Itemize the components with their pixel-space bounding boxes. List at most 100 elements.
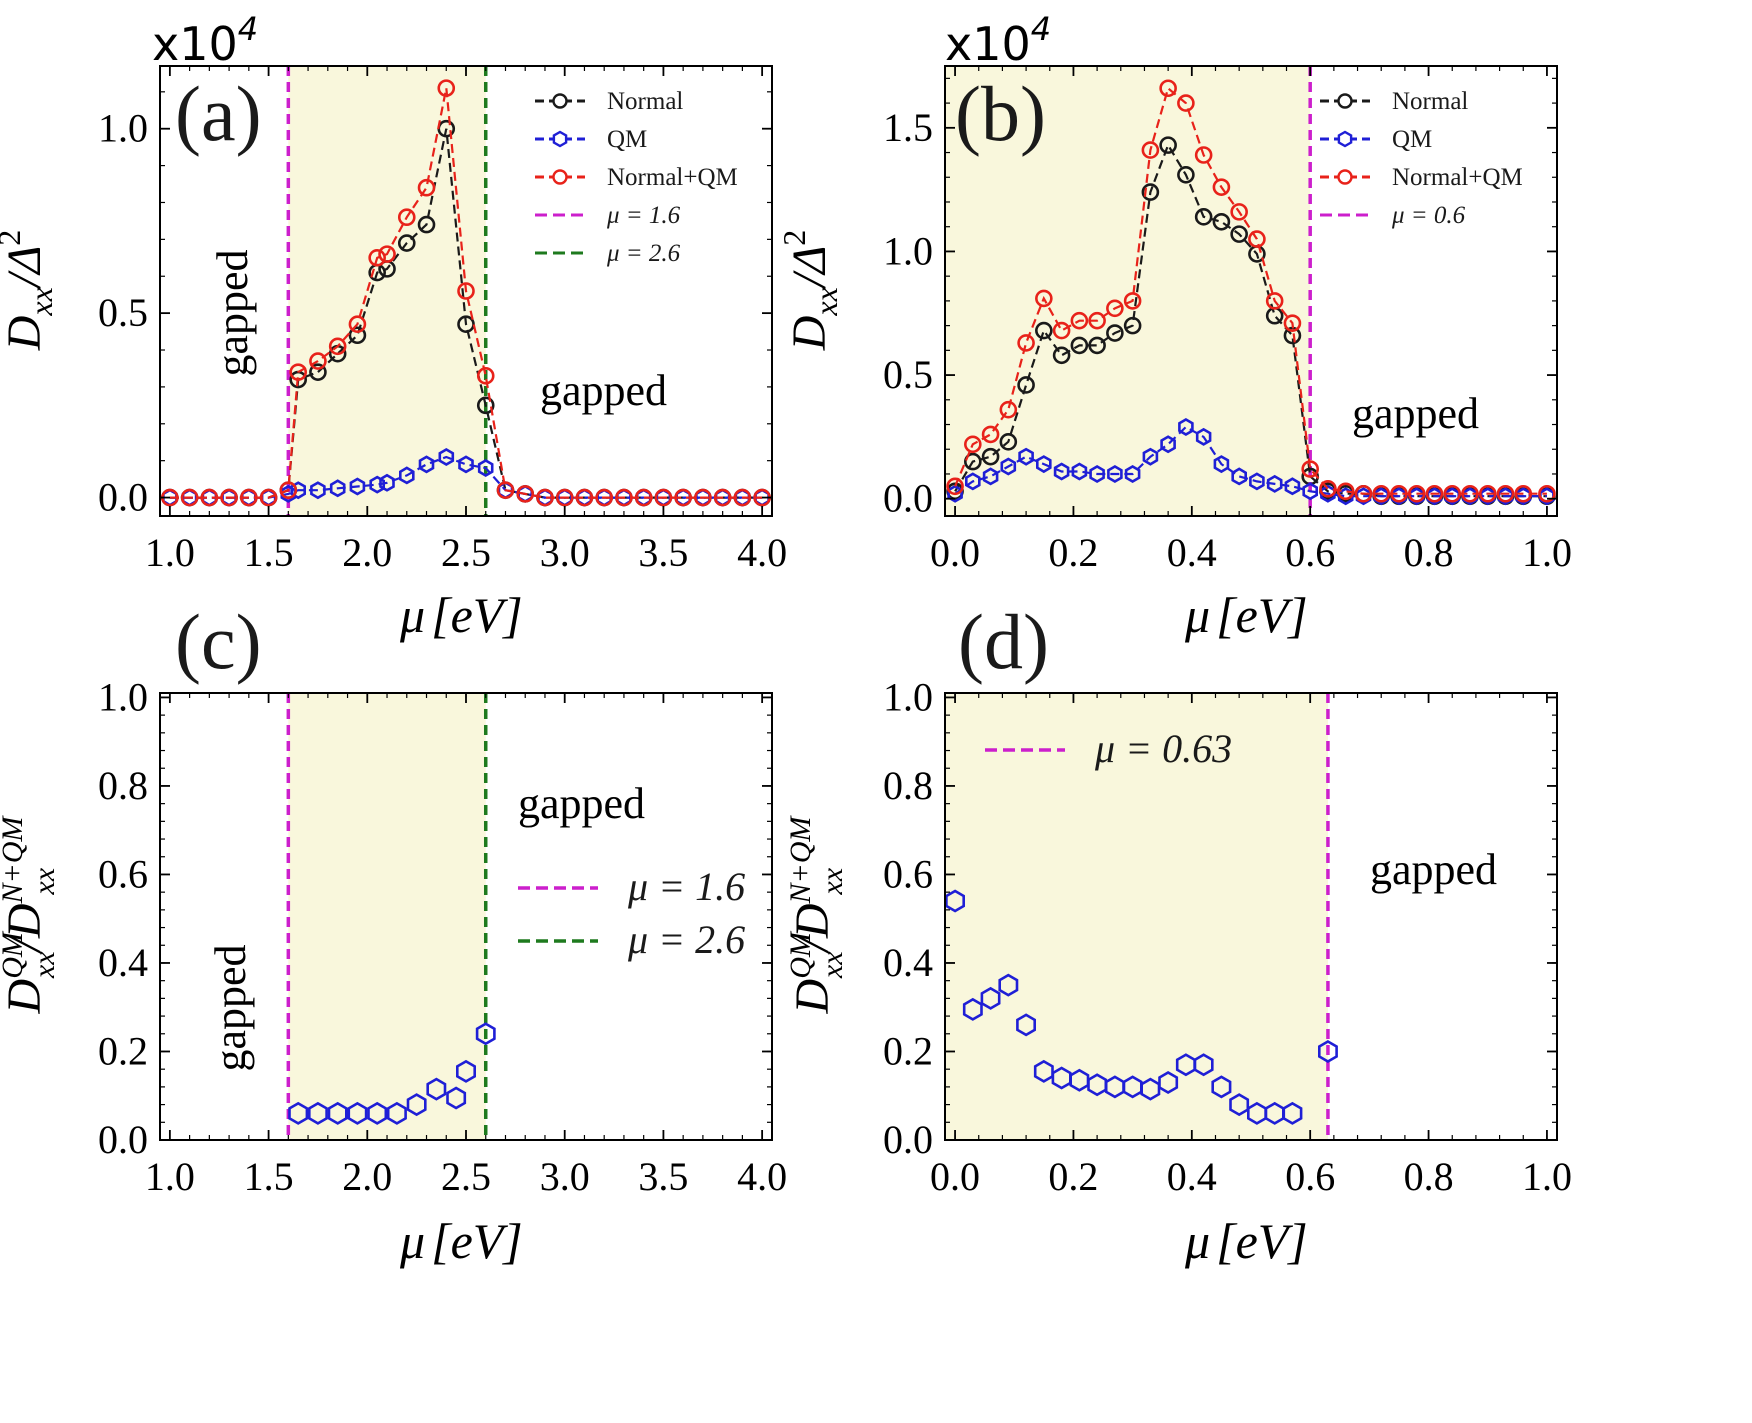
data-point (1266, 474, 1283, 493)
data-point (349, 477, 366, 496)
data-point (998, 973, 1019, 997)
data-point (1301, 460, 1319, 478)
y-tick-label: 0.5 (98, 290, 148, 335)
x-tick-label: 2.5 (441, 530, 491, 575)
data-point (1265, 292, 1284, 310)
data-point (555, 488, 574, 507)
y-tick-label: 0.8 (883, 763, 933, 808)
data-point (733, 488, 752, 507)
data-point (180, 488, 199, 507)
data-point (279, 481, 298, 499)
data-point (1230, 225, 1248, 243)
annotation-gapped: gapped (518, 779, 645, 828)
data-point (1283, 314, 1302, 332)
plot-area (945, 66, 1556, 516)
data-point (1088, 311, 1106, 330)
x-tick-label: 1.0 (145, 1154, 195, 1199)
x-tick-label: 3.0 (540, 1154, 590, 1199)
x-tick-label: 3.5 (638, 1154, 688, 1199)
data-point (980, 986, 1001, 1010)
data-point (1052, 346, 1071, 365)
data-point (964, 472, 981, 491)
data-point (1302, 482, 1318, 501)
data-point (476, 367, 495, 385)
data-point (397, 208, 416, 227)
y-tick-label: 0.8 (98, 763, 148, 808)
data-point (981, 447, 1000, 466)
panel-label: (b) (955, 70, 1046, 157)
axes-frame (944, 65, 1558, 517)
data-point (1017, 376, 1035, 394)
data-point (1123, 316, 1142, 335)
y-tick-label: 0.6 (98, 851, 148, 896)
shaded-region (288, 66, 486, 516)
data-point (536, 488, 554, 507)
plot-area (945, 693, 1338, 1140)
chart-panel-c: 1.0 1.5 2.0 2.5 3.0 3.5 4.0 0.0 0.2 0.4 0.6 0.8 1.0 (… (0, 598, 787, 1269)
y-tick-label: 1.0 (98, 106, 148, 151)
x-tick-label: 0.0 (930, 1154, 980, 1199)
legend-marker-hexagon (1337, 130, 1353, 148)
data-point (289, 363, 307, 381)
legend-label: Normal+QM (607, 164, 738, 191)
data-point (1354, 484, 1373, 503)
data-point (1177, 94, 1195, 112)
data-point (674, 488, 692, 507)
data-point (240, 488, 258, 507)
data-point (426, 1077, 447, 1101)
data-point (496, 481, 515, 499)
data-point (386, 1101, 407, 1125)
data-point (516, 485, 535, 503)
data-point (1018, 447, 1034, 466)
x-axis-label: μ [eV] (1184, 587, 1308, 643)
data-point (1088, 336, 1106, 355)
y-tick-label: 0.0 (883, 1117, 933, 1162)
legend: Normal QM Normal+QM μ = 0.6 (1320, 88, 1523, 229)
chart-panel-d: 0.0 0.2 0.4 0.6 0.8 1.0 0.0 0.2 0.4 0.6 0.8 1.0 (d) μ… (784, 598, 1572, 1269)
data-point (309, 352, 327, 370)
data-point (1194, 146, 1213, 164)
data-point (369, 475, 386, 494)
data-point (398, 466, 415, 485)
data-point (406, 1093, 427, 1117)
legend-label: QM (1392, 126, 1432, 153)
data-point (307, 1101, 328, 1125)
data-point (1035, 289, 1053, 308)
data-point (259, 488, 278, 507)
data-point (1230, 203, 1248, 221)
data-point (437, 79, 456, 97)
data-point (1160, 435, 1176, 454)
series-qm-n-qm- (288, 1022, 496, 1125)
data-point (999, 400, 1018, 419)
data-point (457, 282, 475, 300)
data-point (1194, 208, 1213, 226)
data-point (1213, 455, 1230, 474)
data-point (1141, 183, 1160, 201)
x-tick-label: 0.6 (1285, 1154, 1335, 1199)
annotation-gapped: gapped (1352, 389, 1479, 438)
data-point (1195, 427, 1212, 446)
legend-item: Normal+QM (535, 164, 738, 191)
data-point (329, 479, 346, 498)
data-point (1087, 1073, 1108, 1097)
data-point (1443, 484, 1462, 503)
legend-item: Normal (1320, 88, 1468, 115)
data-point (1123, 292, 1142, 310)
legend-item: Normal+QM (1320, 164, 1523, 191)
data-point (457, 315, 475, 333)
data-point (1035, 321, 1053, 340)
x-tick-label: 2.0 (342, 1154, 392, 1199)
legend-item: μ = 0.6 (1320, 202, 1466, 229)
legend-label: Normal (607, 88, 683, 115)
data-point (982, 467, 999, 486)
data-point (1478, 484, 1497, 503)
data-point (1017, 334, 1035, 352)
series-normal-qm (946, 79, 1556, 503)
data-point (615, 488, 633, 507)
panel-label: (c) (175, 598, 262, 685)
data-point (1178, 418, 1194, 437)
y-tick-label: 0.0 (98, 475, 148, 520)
x-axis-label: μ [eV] (399, 587, 523, 643)
data-point (418, 455, 435, 474)
scale-factor: x104 (945, 10, 1051, 71)
